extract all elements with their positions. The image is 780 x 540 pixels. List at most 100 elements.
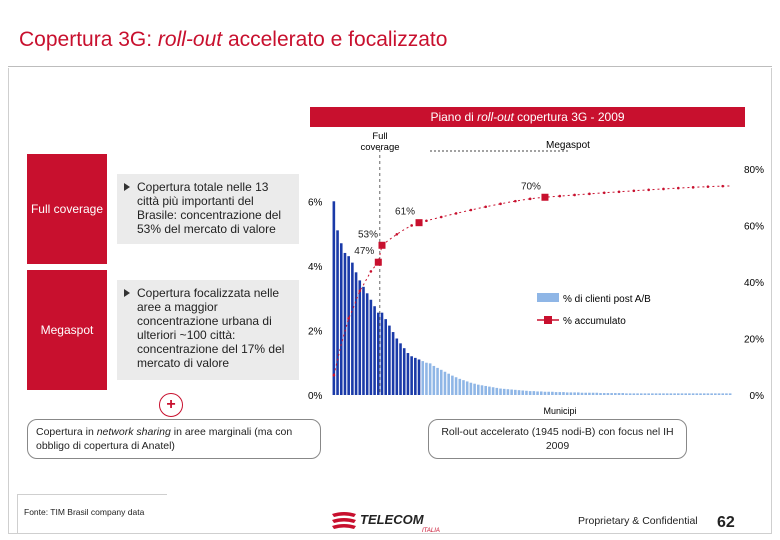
megaspot-label: Megaspot (27, 270, 107, 390)
bar (417, 359, 421, 395)
cumulative-marker (378, 241, 386, 249)
bar (414, 357, 417, 395)
bar (495, 387, 499, 395)
bar (602, 393, 606, 395)
bar (617, 393, 621, 395)
bar (432, 365, 436, 395)
chart-legend: % di clienti post A/B % accumulato (537, 293, 651, 327)
bar (558, 392, 562, 395)
bar (688, 393, 691, 395)
cumulative-point (499, 202, 502, 206)
cumulative-point (602, 191, 606, 195)
bar (480, 385, 484, 395)
bar (377, 312, 380, 395)
bar (502, 388, 506, 395)
bar (399, 343, 402, 395)
cumulative-point (439, 215, 443, 219)
legend-swatch-marker (544, 316, 552, 324)
bar (610, 393, 613, 395)
bar (436, 367, 439, 395)
bar (621, 393, 625, 395)
cumulative-point (691, 186, 695, 189)
cumulative-point (332, 373, 336, 377)
right-axis-tick: 40% (744, 278, 764, 289)
bar (373, 306, 376, 395)
bar (554, 392, 558, 395)
legend-label-bars: % di clienti post A/B (563, 294, 651, 305)
bar (428, 363, 432, 395)
bar (695, 393, 699, 395)
telecom-italia-logo: TELECOM ITALIA (332, 512, 440, 534)
bar (343, 252, 347, 395)
bar (473, 383, 476, 395)
bar (543, 391, 547, 395)
bar (365, 293, 369, 395)
cumulative-point (358, 289, 362, 293)
right-axis-tick: 60% (744, 222, 764, 233)
cumulative-point (484, 205, 488, 209)
bar (721, 393, 725, 395)
bullet-arrow-icon (124, 289, 130, 297)
cumulative-point (617, 190, 621, 194)
bar (643, 393, 647, 395)
full-coverage-label: Full coverage (27, 154, 107, 264)
bar (547, 391, 550, 395)
cumulative-point (347, 317, 350, 320)
bar (384, 319, 387, 395)
bar (410, 356, 413, 395)
bar (477, 384, 480, 395)
bar (677, 393, 680, 395)
bar (580, 392, 584, 395)
bar (584, 392, 587, 395)
bar (651, 393, 654, 395)
bar (517, 390, 521, 395)
bar (332, 201, 336, 395)
bar (665, 393, 669, 395)
left-axis-tick: 6% (308, 197, 323, 208)
cumulative-label: 61% (395, 207, 415, 218)
bar (588, 392, 591, 395)
bar (599, 393, 602, 395)
legend-swatch-bars (537, 293, 559, 302)
logo-text: TELECOM (360, 512, 425, 527)
x-axis-label: Municipi (543, 406, 576, 416)
bar (680, 393, 684, 395)
bar (462, 380, 465, 395)
bar (528, 391, 532, 395)
bar (725, 393, 728, 395)
network-sharing-note: Copertura in network sharing in aree mar… (27, 419, 321, 459)
cumulative-point (647, 188, 650, 192)
bar (395, 338, 399, 395)
bar (391, 332, 395, 395)
bar (636, 393, 639, 395)
page-number: 62 (717, 514, 735, 531)
bar (351, 262, 354, 395)
bar (362, 286, 365, 395)
source-note: Fonte: TIM Brasil company data (17, 494, 167, 534)
left-axis-tick: 0% (308, 391, 323, 402)
bar (439, 369, 443, 395)
bar (625, 393, 628, 395)
bar (491, 387, 495, 395)
bar (451, 375, 454, 395)
cumulative-point (676, 186, 680, 190)
bar (717, 393, 721, 395)
bar (565, 392, 569, 395)
cumulative-point (706, 185, 710, 188)
bar (454, 377, 458, 395)
bar (369, 299, 373, 395)
cumulative-point (721, 184, 725, 188)
legend-label-line: % accumulato (563, 316, 626, 327)
bar (606, 393, 610, 395)
chart-banner: Piano di roll-out copertura 3G - 2009 (310, 107, 745, 127)
bar (514, 389, 517, 395)
bar (402, 348, 406, 395)
coverage-chart: Full coverage Megaspot 6% 4% 2% 0% 80% 60% 40%… (308, 131, 764, 416)
bar (628, 393, 632, 395)
bar (465, 381, 469, 395)
bar (702, 393, 706, 395)
bar (632, 393, 636, 395)
megaspot-description: Copertura focalizzata nelle aree a maggi… (117, 280, 299, 380)
bar (336, 230, 339, 395)
bar (388, 325, 391, 395)
